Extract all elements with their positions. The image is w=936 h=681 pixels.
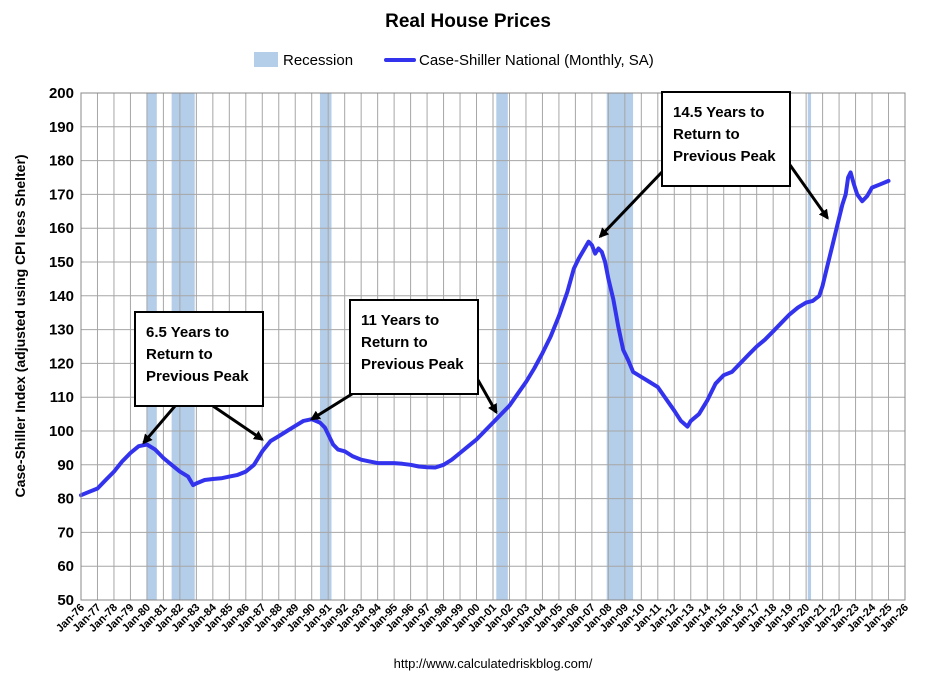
chart-title: Real House Prices (385, 11, 551, 32)
y-tick-label: 50 (57, 592, 74, 609)
y-tick-label: 100 (49, 423, 74, 440)
y-tick-label: 130 (49, 322, 74, 339)
y-tick-label: 170 (49, 186, 74, 203)
series-line-0 (79, 170, 891, 498)
annotation-text: Previous Peak (146, 368, 249, 385)
y-tick-label: 160 (49, 220, 74, 237)
y-tick-label: 140 (49, 288, 74, 305)
annotation-arrow (212, 404, 264, 441)
legend-recession-label: Recession (283, 52, 353, 69)
y-tick-label: 60 (57, 558, 74, 575)
annotation-box (661, 91, 791, 187)
y-tick-label: 200 (49, 85, 74, 102)
annotation-text: Previous Peak (361, 356, 464, 373)
annotation-text: 14.5 Years to (673, 104, 764, 121)
annotation-text: Return to (146, 346, 213, 363)
y-tick-label: 150 (49, 254, 74, 271)
annotation-text: Previous Peak (673, 148, 776, 165)
y-tick-label: 120 (49, 355, 74, 372)
annotation-text: 11 Years to (361, 312, 439, 329)
annotation-box (134, 311, 264, 407)
annotation-arrow (788, 164, 829, 220)
y-tick-label: 70 (57, 524, 74, 541)
legend-recession-swatch (254, 52, 278, 67)
annotations: 6.5 Years to Return to Previous Peak 11 Yea… (134, 91, 829, 445)
plot-border (80, 92, 906, 601)
annotation-arrow (310, 392, 353, 421)
annotation-arrow (142, 405, 177, 445)
annotation-text: Return to (361, 334, 428, 351)
y-tick-label: 180 (49, 153, 74, 170)
recession-band-2 (319, 93, 332, 600)
series-layer (79, 170, 891, 498)
recession-band-3 (496, 93, 508, 600)
recession-band-5 (807, 93, 812, 600)
annotation-arrow (598, 170, 664, 239)
legend: Recession Case-Shiller National (Monthly… (254, 52, 654, 69)
annotation-box (349, 299, 479, 395)
legend-series-label: Case-Shiller National (Monthly, SA) (419, 52, 654, 69)
annotation-text: 6.5 Years to (146, 324, 229, 341)
recession-band-4 (606, 93, 634, 600)
y-tick-label: 90 (57, 457, 74, 474)
y-tick-label: 110 (50, 389, 74, 406)
annotation-text: Return to (673, 126, 740, 143)
annotation-arrow (476, 379, 498, 415)
y-tick-label: 80 (57, 491, 74, 508)
source-url: http://www.calculatedriskblog.com/ (394, 656, 593, 671)
y-tick-label: 190 (49, 119, 74, 136)
y-axis-label: Case-Shiller Index (adjusted using CPI l… (12, 154, 28, 497)
